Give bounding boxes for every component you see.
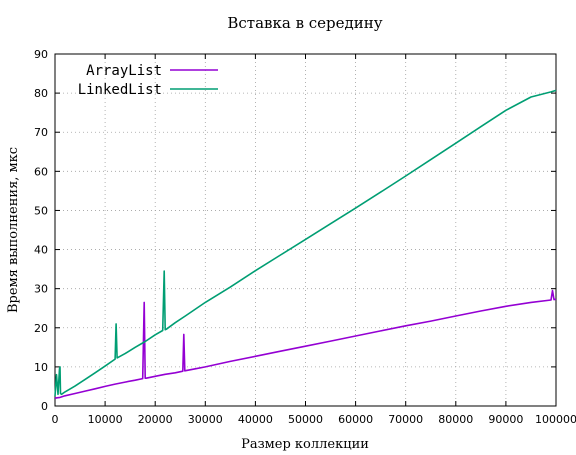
y-tick-label: 60: [34, 165, 48, 178]
legend-label-linkedlist: LinkedList: [78, 82, 162, 98]
y-tick-label: 40: [34, 244, 48, 257]
y-tick-label: 90: [34, 48, 48, 61]
y-tick-label: 70: [34, 126, 48, 139]
y-tick-label: 80: [34, 87, 48, 100]
x-tick-label: 70000: [388, 413, 423, 426]
axis-ticks: 0 10000 20000 30000 40000 50000 60000 70000 8000…: [34, 48, 576, 426]
series-line-linkedlist: [54, 89, 557, 397]
y-axis-label: Время выполнения, мкс: [6, 147, 21, 313]
series-line-arraylist: [54, 289, 557, 399]
x-tick-label: 50000: [288, 413, 323, 426]
y-tick-label: 50: [34, 204, 48, 217]
x-tick-label: 30000: [188, 413, 223, 426]
x-tick-label: 60000: [338, 413, 373, 426]
x-tick-label: 90000: [488, 413, 523, 426]
y-tick-label: 10: [34, 361, 48, 374]
x-axis-label: Размер коллекции: [241, 437, 369, 452]
legend: ArrayList LinkedList: [78, 63, 218, 98]
series-group: [54, 89, 557, 399]
x-tick-label: 10000: [88, 413, 123, 426]
x-tick-label: 40000: [238, 413, 273, 426]
chart-title: Вставка в середину: [227, 14, 382, 32]
y-tick-label: 0: [41, 400, 48, 413]
legend-label-arraylist: ArrayList: [86, 63, 162, 79]
x-tick-label: 0: [52, 413, 59, 426]
grid: [55, 54, 556, 406]
y-tick-label: 30: [34, 283, 48, 296]
x-tick-label: 20000: [138, 413, 173, 426]
x-tick-label: 80000: [438, 413, 473, 426]
y-tick-label: 20: [34, 322, 48, 335]
x-tick-label: 100000: [535, 413, 576, 426]
